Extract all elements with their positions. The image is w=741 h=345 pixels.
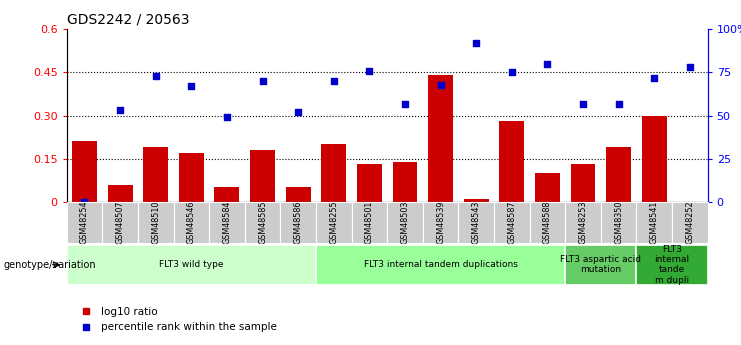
- Bar: [428, 75, 453, 202]
- Bar: [637, 245, 708, 285]
- Bar: [565, 245, 637, 285]
- Text: GDS2242 / 20563: GDS2242 / 20563: [67, 13, 189, 27]
- Point: [363, 68, 375, 73]
- Point: [292, 109, 304, 115]
- Point: [435, 82, 447, 87]
- Point: [79, 199, 90, 205]
- Bar: [637, 202, 672, 243]
- Bar: [606, 147, 631, 202]
- Bar: [423, 202, 459, 243]
- Bar: [173, 202, 209, 243]
- Text: GSM48546: GSM48546: [187, 201, 196, 244]
- Point: [328, 78, 339, 84]
- Bar: [214, 187, 239, 202]
- Text: GSM48501: GSM48501: [365, 201, 374, 244]
- Text: GSM48587: GSM48587: [508, 201, 516, 244]
- Text: GSM48252: GSM48252: [685, 201, 694, 244]
- Bar: [494, 202, 530, 243]
- Legend: log10 ratio, percentile rank within the sample: log10 ratio, percentile rank within the …: [72, 303, 281, 336]
- Bar: [250, 150, 275, 202]
- Bar: [107, 185, 133, 202]
- Text: GSM48586: GSM48586: [293, 201, 302, 244]
- Point: [221, 115, 233, 120]
- Point: [648, 75, 660, 80]
- Text: genotype/variation: genotype/variation: [4, 260, 96, 270]
- Bar: [642, 116, 667, 202]
- Point: [150, 73, 162, 79]
- Bar: [672, 202, 708, 243]
- Text: FLT3
internal
tande
m dupli: FLT3 internal tande m dupli: [654, 245, 690, 285]
- Bar: [138, 202, 173, 243]
- Bar: [357, 165, 382, 202]
- Bar: [179, 153, 204, 202]
- Bar: [316, 202, 351, 243]
- Point: [542, 61, 554, 67]
- Bar: [72, 141, 97, 202]
- Bar: [286, 187, 310, 202]
- Text: GSM48503: GSM48503: [400, 201, 410, 244]
- Bar: [280, 202, 316, 243]
- Bar: [351, 202, 387, 243]
- Bar: [601, 202, 637, 243]
- Text: GSM48539: GSM48539: [436, 201, 445, 244]
- Bar: [535, 173, 560, 202]
- Bar: [322, 144, 346, 202]
- Point: [471, 40, 482, 46]
- Text: GSM48254: GSM48254: [80, 201, 89, 244]
- Text: GSM48541: GSM48541: [650, 201, 659, 244]
- Text: GSM48350: GSM48350: [614, 201, 623, 244]
- Bar: [499, 121, 525, 202]
- Text: GSM48255: GSM48255: [329, 201, 338, 244]
- Bar: [67, 202, 102, 243]
- Bar: [571, 165, 596, 202]
- Text: GSM48543: GSM48543: [472, 201, 481, 244]
- Bar: [387, 202, 423, 243]
- Text: FLT3 aspartic acid
mutation: FLT3 aspartic acid mutation: [560, 255, 641, 275]
- Bar: [316, 245, 565, 285]
- Text: GSM48588: GSM48588: [543, 201, 552, 244]
- Point: [577, 101, 589, 106]
- Bar: [143, 147, 168, 202]
- Text: GSM48584: GSM48584: [222, 201, 231, 244]
- Text: GSM48510: GSM48510: [151, 201, 160, 244]
- Bar: [209, 202, 245, 243]
- Point: [684, 65, 696, 70]
- Bar: [393, 161, 417, 202]
- Point: [185, 83, 197, 89]
- Bar: [102, 202, 138, 243]
- Bar: [245, 202, 280, 243]
- Point: [399, 101, 411, 106]
- Bar: [459, 202, 494, 243]
- Text: GSM48253: GSM48253: [579, 201, 588, 244]
- Text: GSM48585: GSM48585: [258, 201, 267, 244]
- Text: GSM48507: GSM48507: [116, 201, 124, 244]
- Bar: [565, 202, 601, 243]
- Bar: [67, 245, 316, 285]
- Point: [114, 108, 126, 113]
- Text: FLT3 internal tandem duplications: FLT3 internal tandem duplications: [364, 260, 517, 269]
- Bar: [464, 199, 488, 202]
- Text: FLT3 wild type: FLT3 wild type: [159, 260, 224, 269]
- Point: [613, 101, 625, 106]
- Point: [256, 78, 268, 84]
- Bar: [530, 202, 565, 243]
- Point: [506, 70, 518, 75]
